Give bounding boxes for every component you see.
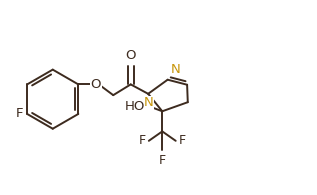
Text: F: F [15, 107, 23, 121]
Text: O: O [91, 78, 101, 91]
Text: F: F [139, 134, 146, 147]
Text: F: F [178, 134, 185, 147]
Text: HO: HO [125, 100, 145, 113]
Text: N: N [143, 97, 153, 110]
Text: N: N [170, 63, 180, 76]
Text: O: O [126, 49, 136, 62]
Text: F: F [159, 154, 166, 167]
